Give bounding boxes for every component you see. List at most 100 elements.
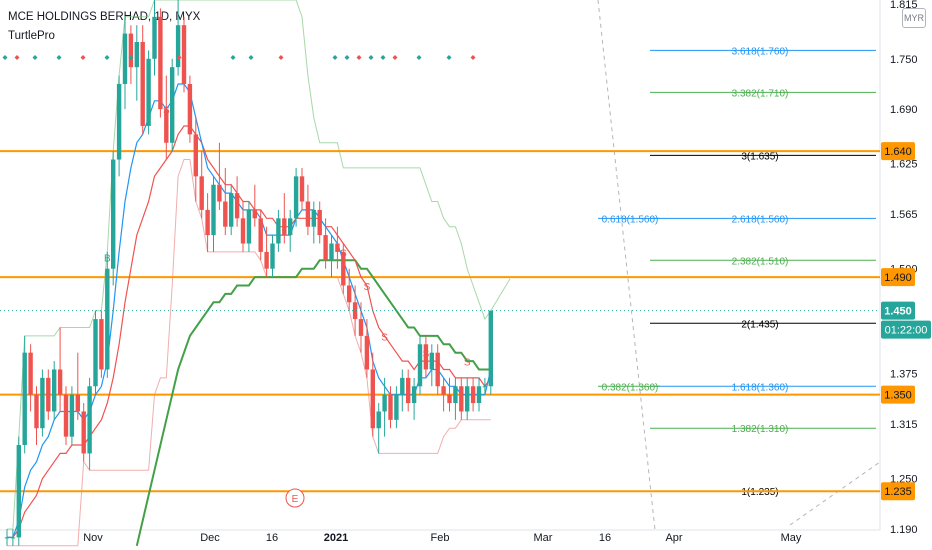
candle-body (34, 394, 39, 429)
candle-body (258, 218, 263, 252)
candle-body (99, 319, 104, 370)
candle-body (270, 243, 275, 269)
currency-badge[interactable]: MYR (902, 8, 926, 28)
sell-signal: S (464, 357, 471, 368)
signal-diamond (14, 55, 20, 60)
last-price-badge (881, 301, 915, 320)
last-price-label: 1.450 (884, 306, 912, 318)
candle-body (394, 394, 399, 420)
candle-body (152, 16, 157, 59)
candle-body (364, 335, 370, 370)
time-tick-label: 16 (266, 532, 278, 544)
time-tick-label: 16 (599, 532, 611, 544)
candle-body (175, 25, 181, 68)
candle-body (28, 352, 33, 395)
candle-body (16, 445, 21, 538)
candle-body (229, 193, 234, 227)
candle-body (288, 218, 293, 236)
signal-diamond (230, 55, 236, 60)
candle-body (311, 209, 316, 227)
candle-body (376, 411, 381, 429)
candle-body (382, 394, 387, 412)
buy-signal: B (104, 254, 111, 265)
price-tick-label: 1.315 (890, 419, 918, 431)
candle-body (122, 33, 128, 84)
price-tick-label: 1.690 (890, 104, 918, 116)
candle-body (199, 176, 204, 210)
signal-diamond (470, 55, 476, 60)
signal-diamond (56, 55, 62, 60)
level-badge-label: 1.640 (884, 146, 912, 158)
ma-slow-line (135, 259, 491, 547)
signal-diamond (80, 55, 86, 60)
chart-title: MCE HOLDINGS BERHAD, 1D, MYX (8, 11, 201, 23)
signal-diamond (128, 55, 134, 60)
candle-body (4, 537, 10, 539)
candle-body (158, 16, 163, 110)
fib-level-label: 3(1.635) (741, 151, 778, 162)
candle-body (335, 243, 340, 252)
sell-signal: S (423, 349, 430, 360)
candle-body (52, 369, 57, 412)
fib-level-label: 0.382(1.360) (602, 382, 659, 393)
candle-body (370, 369, 375, 429)
level-badge (881, 385, 915, 404)
candle-body (10, 537, 16, 539)
price-tick-label: 1.375 (890, 369, 918, 381)
signal-diamond (332, 55, 338, 60)
candle-body (441, 386, 446, 395)
fib-level-label: 1(1.235) (741, 487, 778, 498)
fib-level-label: 3.382(1.710) (732, 88, 789, 99)
candle-body (134, 41, 139, 68)
candle-body (417, 344, 423, 387)
signal-diamond (368, 55, 374, 60)
candle-body (459, 386, 464, 412)
event-marker-label: E (292, 494, 299, 505)
projection-line (789, 461, 881, 526)
candle-body (388, 394, 393, 420)
fib-level-label: 2.382(1.510) (732, 256, 789, 267)
fib-level-label: 2(1.435) (741, 319, 778, 330)
candle-body (276, 218, 281, 244)
candle-body (128, 33, 134, 68)
candle-body (282, 218, 287, 236)
signal-diamond (356, 55, 362, 60)
level-badge-label: 1.235 (884, 486, 912, 498)
time-tick-label: Feb (431, 532, 450, 544)
signal-diamond (104, 55, 110, 60)
candle-body (435, 352, 440, 387)
time-tick-label: Dec (200, 532, 220, 544)
candle-body (299, 176, 305, 202)
candle-body (111, 159, 116, 269)
candle-body (75, 394, 80, 412)
candle-body (305, 201, 311, 227)
level-badge-label: 1.350 (884, 390, 912, 402)
candle-body (181, 25, 187, 84)
event-marker-icon (285, 488, 305, 508)
candle-body (264, 251, 269, 269)
candle-body (476, 386, 482, 404)
candle-body (470, 386, 476, 404)
candle-body (93, 319, 98, 387)
level-badge-label: 1.490 (884, 272, 912, 284)
candle-body (482, 386, 488, 388)
signal-diamond (176, 55, 182, 60)
indicator-label: TurtlePro (8, 30, 55, 42)
price-tick-label: 1.190 (890, 524, 918, 536)
time-tick-label: 2021 (324, 532, 348, 544)
candle-body (223, 201, 228, 227)
level-badge (881, 142, 915, 161)
time-tick-label: Mar (534, 532, 553, 544)
signal-diamond (392, 55, 398, 60)
candle-body (57, 369, 63, 395)
candle-body (116, 83, 122, 160)
candle-body (63, 394, 69, 437)
candle-body (352, 302, 358, 320)
price-tick-label: 1.815 (890, 0, 918, 11)
signal-diamond (416, 55, 422, 60)
candle-body (211, 184, 216, 236)
candle-body (140, 41, 145, 126)
candle-body (146, 58, 151, 126)
countdown-badge (881, 320, 931, 339)
